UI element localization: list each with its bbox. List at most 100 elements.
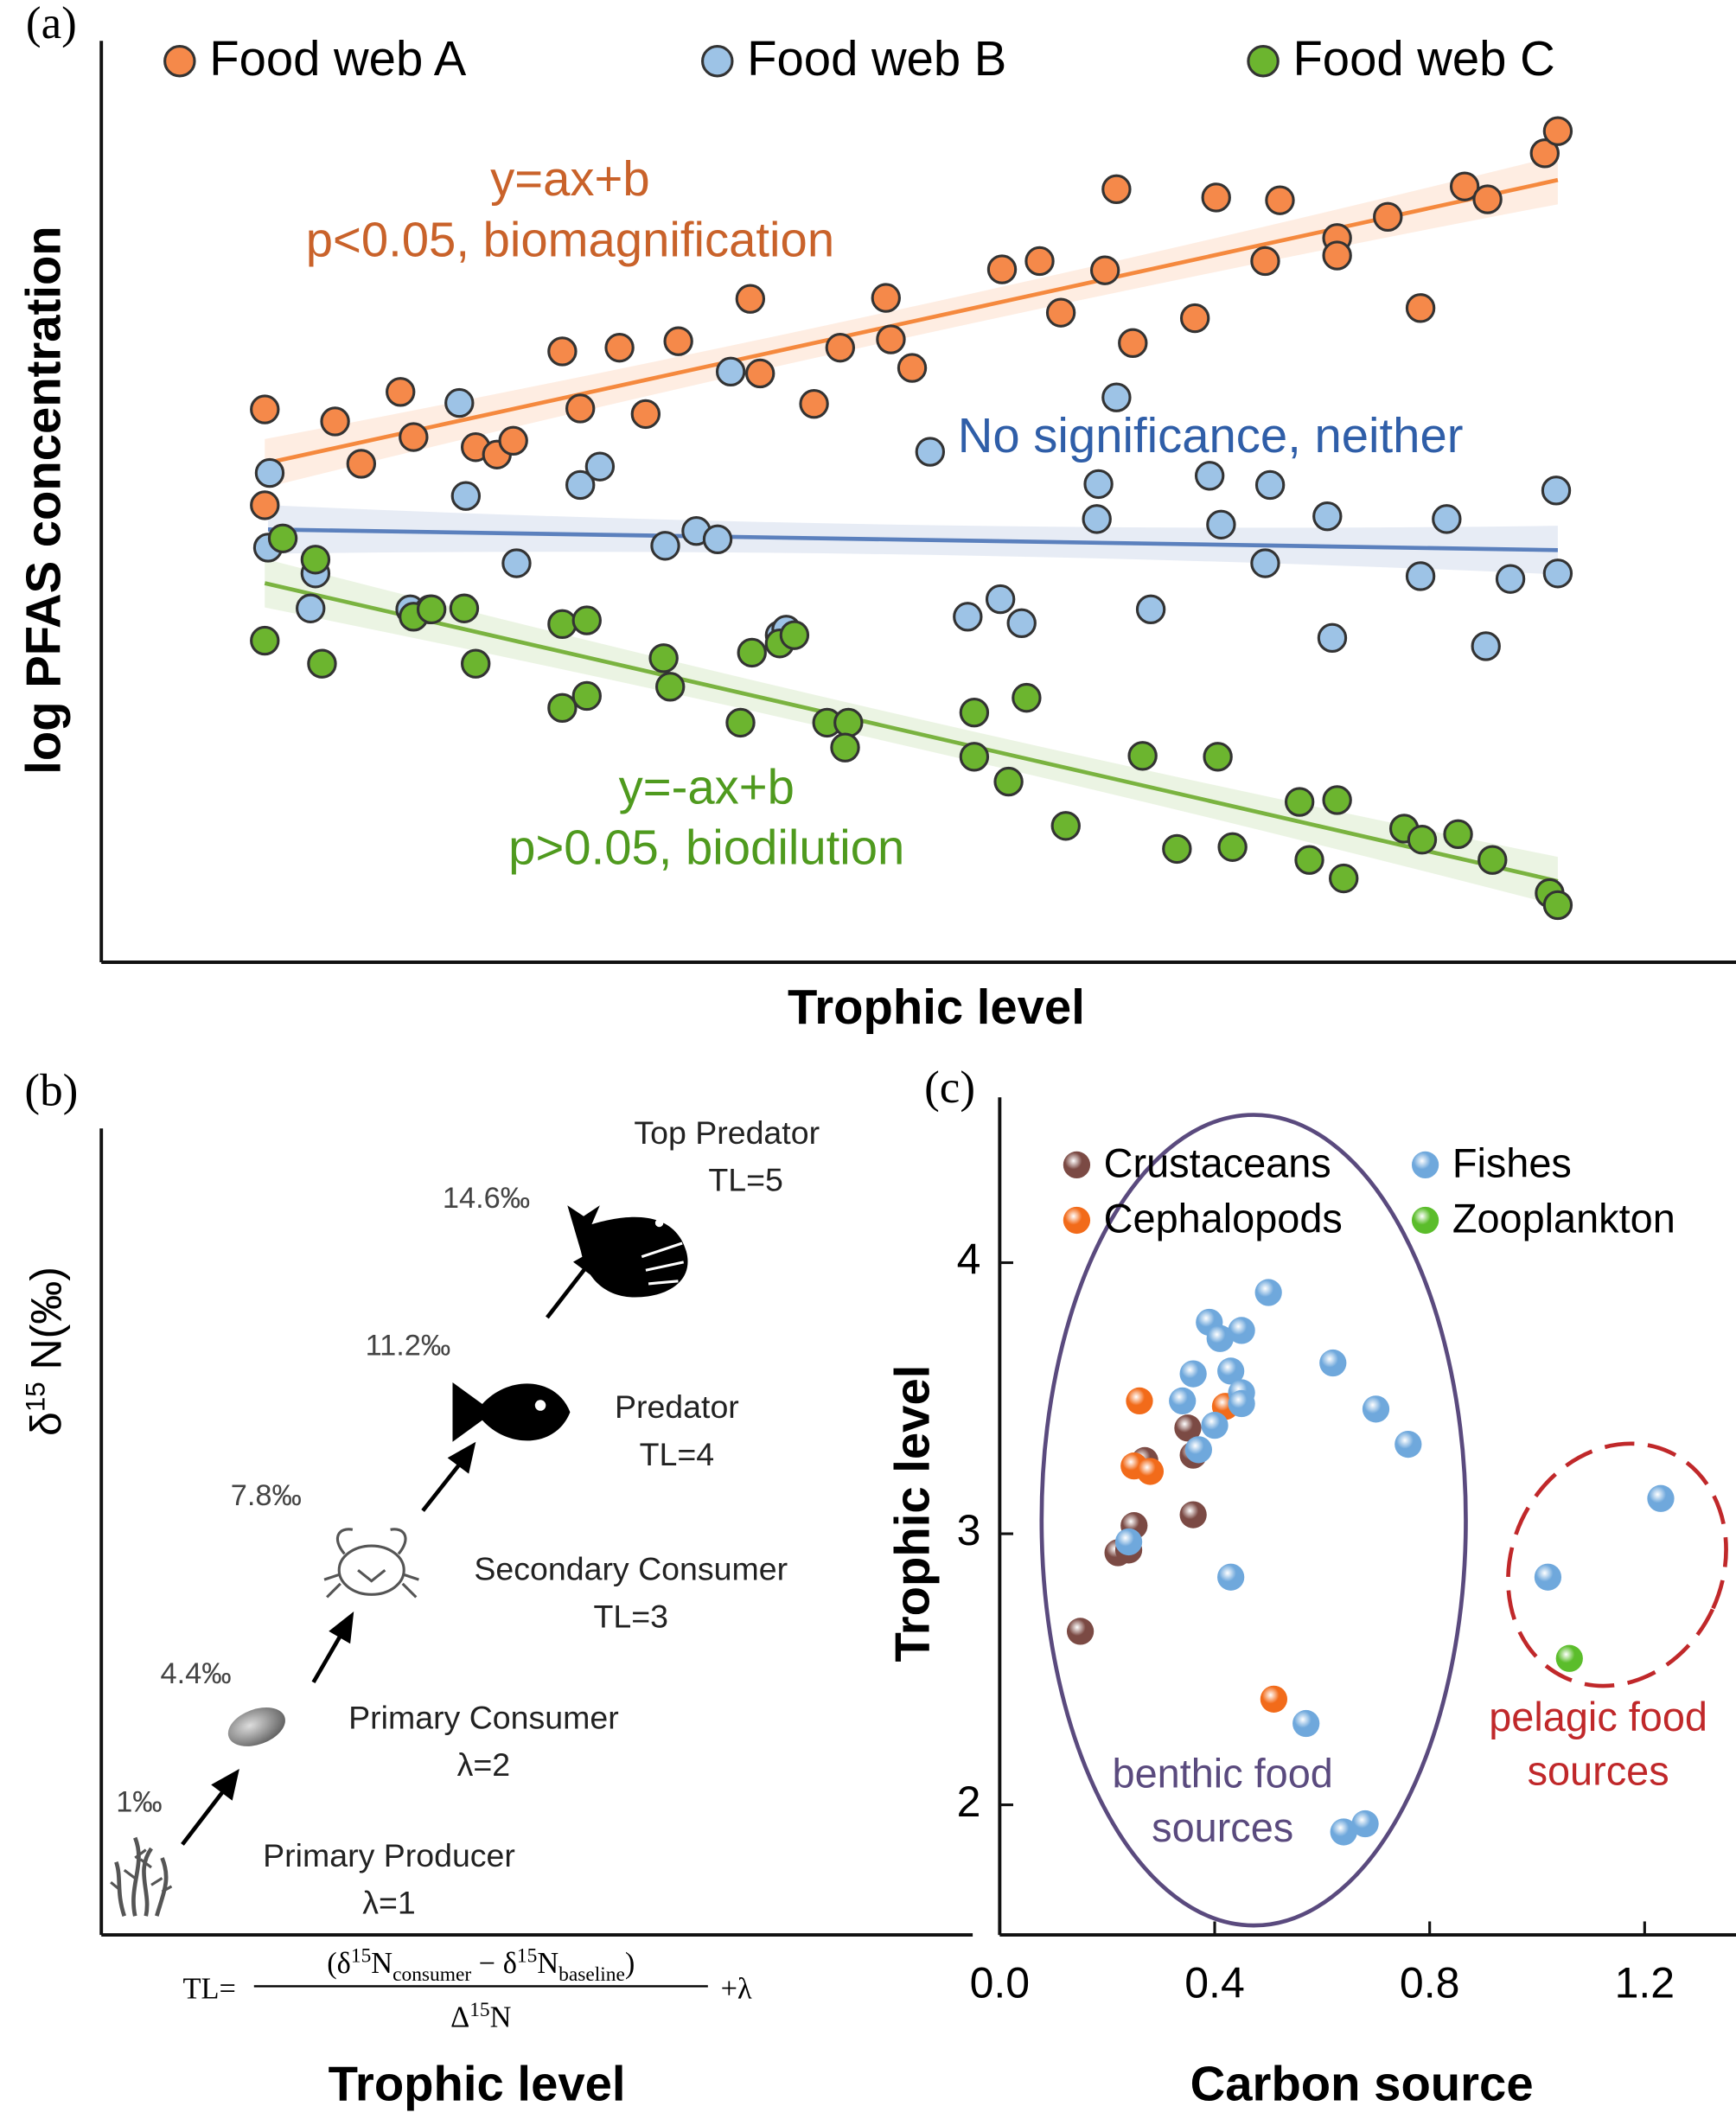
data-point (267, 523, 298, 553)
stage-level: TL=4 (640, 1436, 715, 1472)
formula-numerator: (δ15Nconsumer − δ15Nbaseline) (327, 1944, 635, 1986)
data-point (571, 680, 602, 712)
formula-part: N (490, 2001, 512, 2033)
data-point (1114, 1528, 1143, 1556)
data-point (876, 324, 906, 354)
data-point (1250, 548, 1280, 578)
data-point (1174, 1414, 1202, 1442)
data-point (1206, 1324, 1234, 1352)
data-point (1006, 608, 1037, 638)
formula-part: ) (625, 1947, 635, 1980)
data-point (1443, 819, 1473, 850)
data-point (1472, 184, 1503, 214)
data-point (254, 457, 285, 488)
data-point (1162, 833, 1192, 865)
legend-label: Food web C (1292, 31, 1554, 86)
data-point (1206, 509, 1236, 539)
data-point (1050, 811, 1081, 841)
data-point (1541, 475, 1572, 506)
data-point (461, 648, 491, 679)
data-point (1432, 504, 1462, 534)
stage-name: Secondary Consumer (474, 1551, 788, 1587)
data-point (953, 602, 983, 632)
data-point (1449, 171, 1480, 201)
arrows (181, 1246, 602, 1846)
legend-label: Cephalopods (1104, 1196, 1343, 1241)
annotation: y=-ax+b (619, 759, 795, 814)
stage-name: Primary Consumer (348, 1700, 619, 1736)
data-point (571, 605, 602, 635)
data-point (565, 393, 596, 424)
stage-name: Predator (615, 1388, 739, 1425)
data-point (1322, 785, 1352, 815)
data-point (985, 584, 1016, 615)
formula-part: − δ (471, 1947, 517, 1980)
data-point (1534, 1563, 1562, 1591)
formula-part: Δ (450, 2001, 469, 2033)
data-point (1647, 1484, 1675, 1512)
data-point (1089, 255, 1120, 285)
data-point (630, 399, 661, 430)
y-label-sup: 15 (21, 1382, 51, 1412)
x-tick-label: 0.8 (1400, 1959, 1460, 2007)
data-point (737, 637, 767, 668)
data-point (830, 732, 860, 763)
data-point (346, 449, 377, 479)
stage-level: TL=3 (593, 1598, 668, 1634)
data-point (735, 284, 766, 314)
data-point (501, 548, 532, 578)
data-point (959, 742, 990, 772)
legend-marker (1411, 1151, 1439, 1179)
y-axis-label: log PFAS concentration (16, 226, 71, 774)
data-point (1250, 246, 1280, 277)
data-point (959, 697, 990, 728)
data-point (1045, 297, 1076, 328)
data-point (300, 545, 331, 575)
data-point (449, 593, 480, 623)
data-point (1351, 1809, 1379, 1838)
data-point (1319, 1349, 1347, 1377)
data-point (702, 524, 733, 555)
formula-part: baseline (558, 1963, 625, 1986)
plankton-icon (227, 1707, 285, 1746)
region-label: sources (1152, 1805, 1293, 1850)
data-point (1201, 182, 1231, 213)
data-point (498, 425, 528, 456)
delta-label: 1‰ (116, 1786, 162, 1819)
data-point (825, 332, 856, 363)
data-point (1254, 469, 1286, 501)
data-point (1136, 1458, 1165, 1485)
data-point (1127, 741, 1158, 771)
data-point (655, 672, 686, 702)
region-label: sources (1528, 1749, 1669, 1794)
data-point (1194, 461, 1225, 491)
formula-part: 15 (469, 1999, 489, 2021)
whale-icon (567, 1205, 688, 1298)
data-point (650, 531, 680, 561)
data-point (799, 388, 829, 419)
region-outline (1506, 1441, 1728, 1688)
annotation: p>0.05, biodilution (508, 820, 904, 875)
data-point (1101, 382, 1132, 412)
annotation: y=ax+b (490, 151, 650, 206)
legend-marker (1063, 1151, 1091, 1179)
data-point (1024, 246, 1055, 277)
data-point (1184, 1436, 1212, 1464)
data-point (1322, 240, 1352, 271)
annotation: No significance, neither (958, 408, 1464, 463)
data-point (779, 620, 810, 650)
data-point (1169, 1387, 1197, 1415)
data-point (565, 469, 596, 501)
y-label-main: N(‰) (22, 1267, 70, 1382)
data-point (725, 707, 756, 738)
data-point (1373, 201, 1403, 233)
data-point (648, 643, 679, 673)
formula-rhs: +λ (721, 1973, 752, 2006)
panel-label: (a) (26, 0, 77, 48)
seaweed-icon (110, 1836, 173, 1917)
data-point (1254, 1279, 1282, 1306)
data-point (833, 707, 864, 738)
data-point (1542, 116, 1573, 146)
data-point (1228, 1389, 1255, 1418)
data-point (1542, 890, 1573, 921)
